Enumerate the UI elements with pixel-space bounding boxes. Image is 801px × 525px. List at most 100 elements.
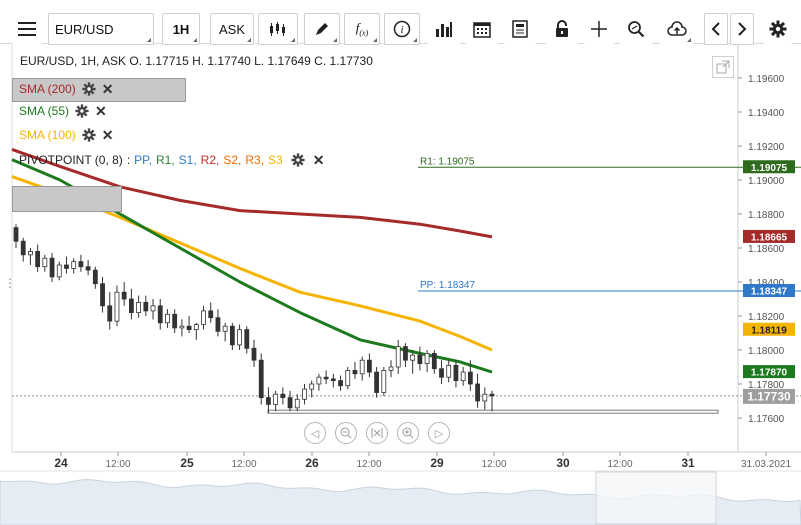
upload-button[interactable]	[660, 13, 694, 45]
zoom-button[interactable]	[620, 13, 652, 45]
candle-body	[417, 354, 423, 365]
candle	[143, 295, 149, 316]
candle-body	[85, 266, 91, 271]
candle-body	[439, 368, 444, 378]
candle-body	[208, 310, 214, 319]
sma200-remove-close-icon[interactable]: ✕	[101, 80, 114, 97]
gear-icon	[769, 20, 787, 38]
candle-body	[388, 366, 394, 371]
x-tick-label: 12:00	[231, 459, 256, 470]
corner-caret-icon	[193, 38, 197, 42]
nav-forward-button[interactable]: ▷	[428, 422, 450, 444]
y-tick-label: 1.19600	[748, 74, 785, 85]
menu-button[interactable]	[12, 13, 42, 45]
sma55-settings-gear-icon[interactable]	[75, 104, 89, 118]
nav-zoom-out-button[interactable]	[335, 422, 357, 444]
pivot-settings-gear-icon[interactable]	[291, 153, 305, 167]
candle-body	[49, 257, 55, 278]
candle	[20, 237, 26, 262]
volume-button[interactable]	[428, 13, 460, 45]
y-tick-label: 1.17800	[748, 380, 785, 391]
scroll-left-button[interactable]	[704, 13, 728, 45]
candle-body	[316, 376, 322, 385]
candle-body	[193, 324, 199, 330]
x-tick-label: 12:00	[356, 459, 381, 470]
crosshair-button[interactable]	[584, 13, 614, 45]
y-axis: 1.19600 1.19400 1.19200 1.19000 1.18800 1.186…	[738, 74, 785, 425]
lock-button[interactable]	[546, 13, 578, 45]
candle	[107, 292, 113, 330]
price-badge-text: 1.17870	[751, 368, 788, 379]
candle-body	[35, 250, 41, 268]
candle	[403, 343, 408, 367]
sma55-remove-close-icon[interactable]: ✕	[95, 102, 107, 119]
candle-body	[150, 305, 156, 312]
price-type-label: ASK	[218, 21, 245, 37]
pivot-item: R3,	[245, 153, 265, 167]
price-badge: 1.18665	[743, 229, 795, 243]
sma55-label: SMA (55)	[19, 104, 70, 118]
symbol-input[interactable]: EUR/USD	[48, 13, 154, 45]
x-tick-label: 29	[430, 456, 444, 470]
corner-caret-icon	[333, 38, 337, 42]
candle-body	[345, 369, 351, 387]
candle	[229, 322, 235, 350]
cloud-upload-icon	[667, 21, 687, 36]
nav-reset-button[interactable]	[366, 422, 388, 444]
chart-navigation: ◁ ▷	[304, 422, 450, 444]
nav-zoom-in-button[interactable]	[397, 422, 419, 444]
nav-back-button[interactable]: ◁	[304, 422, 326, 444]
candle-body	[287, 397, 293, 409]
y-tick-label: 1.18000	[748, 346, 785, 357]
x-tick-label: 31	[681, 456, 695, 470]
candle-body	[56, 264, 62, 278]
popout-button[interactable]	[712, 56, 734, 78]
candle	[215, 309, 221, 337]
pivot-item: R2,	[200, 153, 220, 167]
chart-type-button[interactable]	[258, 13, 298, 45]
calendar-button[interactable]	[466, 13, 498, 45]
indicators-button[interactable]: f(x)	[344, 13, 380, 45]
sma200-line	[11, 147, 493, 239]
zoom-out-icon	[340, 427, 352, 439]
candle-body	[446, 364, 452, 378]
x-tick-label: 26	[305, 456, 319, 470]
news-button[interactable]	[504, 13, 536, 45]
candle-body	[201, 310, 206, 325]
candle	[244, 326, 250, 354]
timeframe-button[interactable]: 1H	[162, 13, 200, 45]
y-tick-label: 1.18800	[748, 210, 785, 221]
candle-body	[114, 291, 120, 322]
candle	[489, 390, 495, 412]
x-tick-label: 25	[180, 456, 194, 470]
sma100-settings-gear-icon[interactable]	[82, 128, 96, 142]
candle-body	[258, 359, 264, 399]
settings-button[interactable]	[764, 13, 792, 45]
candle-body	[395, 346, 401, 368]
drawing-tools-button[interactable]	[304, 13, 340, 45]
triangle-right-icon: ▷	[434, 427, 444, 440]
candle	[294, 394, 300, 412]
ohlc-legend: EUR/USD, 1H, ASK O. 1.17715 H. 1.17740 L…	[20, 54, 373, 68]
y-tick-label: 1.18600	[748, 244, 785, 255]
sma200-settings-gear-icon[interactable]	[82, 82, 96, 96]
price-badge: 1.17870	[743, 365, 795, 379]
price-badge-text: 1.18119	[751, 325, 787, 336]
candle	[359, 356, 365, 381]
sma100-remove-close-icon[interactable]: ✕	[101, 126, 114, 143]
corner-caret-icon	[147, 38, 151, 42]
sma200-label: SMA (200)	[19, 82, 76, 96]
candle-body	[179, 325, 185, 329]
candle-body	[107, 305, 113, 322]
x-tick-label: 12:00	[481, 459, 506, 470]
x-tick-label: 12:00	[105, 459, 130, 470]
y-tick-label: 1.19200	[748, 142, 785, 153]
candle	[467, 360, 473, 391]
pp-level-label: PP: 1.18347	[420, 280, 475, 291]
chevron-right-icon	[738, 22, 747, 36]
scroll-right-button[interactable]	[730, 13, 754, 45]
info-button[interactable]: i	[384, 13, 420, 45]
pivot-remove-close-icon[interactable]: ✕	[312, 151, 325, 168]
price-type-button[interactable]: ASK	[210, 13, 254, 45]
